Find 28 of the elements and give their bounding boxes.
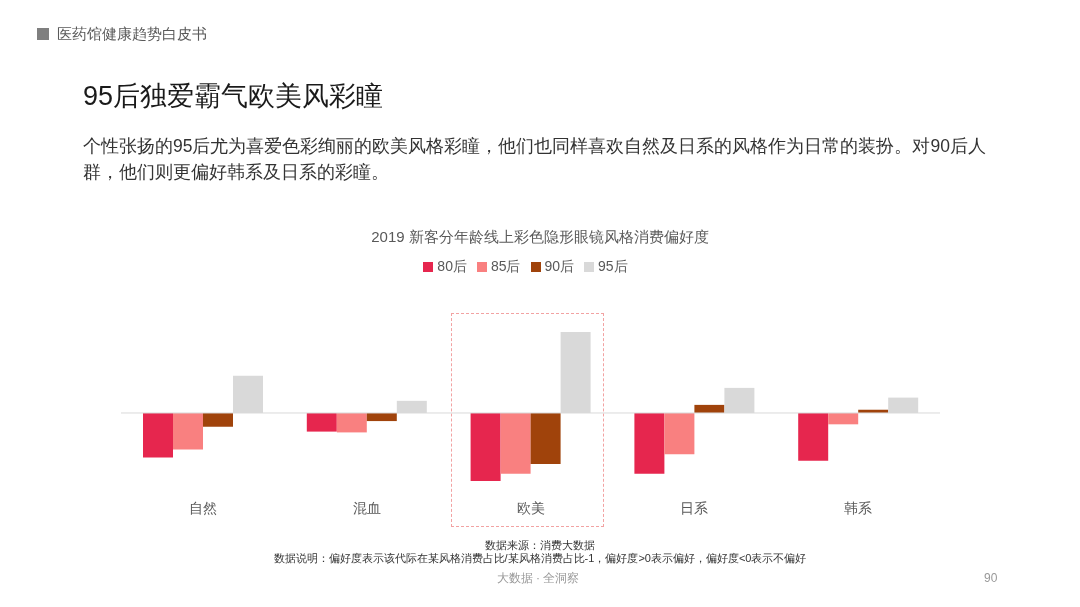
legend-label: 90后 [544,258,575,274]
x-tick-label: 混血 [352,499,381,516]
bar [173,412,203,450]
bar [530,412,561,464]
bar [470,412,501,481]
text: 数据说明：偏好度表示该代际在某风格消费占比/某风格消费占比-1，偏好度>0表示偏好，偏好度<0表示不偏好 [273,552,807,566]
bar [634,412,665,474]
bar [798,412,829,461]
text: 个性张扬的95后尤为喜爱色彩绚丽的欧美风格彩瞳，他们也同样喜欢自然及日系的风格作为日常的装扮。对90后人群，他们则更偏好韩系及日系的彩瞳。 [83,135,987,184]
text: 医药馆健康趋势白皮书 [57,25,207,43]
chart-title: 2019 新客分年龄线上彩色隐形眼镜风格消费偏好度 [371,228,709,247]
bar [143,412,173,458]
bar [203,412,233,427]
bar [664,412,695,455]
legend-label: 95后 [598,258,628,274]
bar [306,412,337,432]
bar [336,412,367,433]
legend-label: 85后 [490,258,521,274]
legend-label: 80后 [437,258,467,274]
text: 90 [984,571,998,586]
x-tick-label: 日系 [680,499,709,516]
x-tick-label: 韩系 [844,499,873,516]
x-tick-label: 欧美 [516,499,545,516]
source-note: 数据来源：消费大数据 [485,539,595,553]
text: 大数据 · 全洞察 [496,571,580,586]
text: 95后独爱霸气欧美风彩瞳 [83,80,384,113]
x-tick-label: 自然 [188,499,217,516]
bar [500,412,531,474]
